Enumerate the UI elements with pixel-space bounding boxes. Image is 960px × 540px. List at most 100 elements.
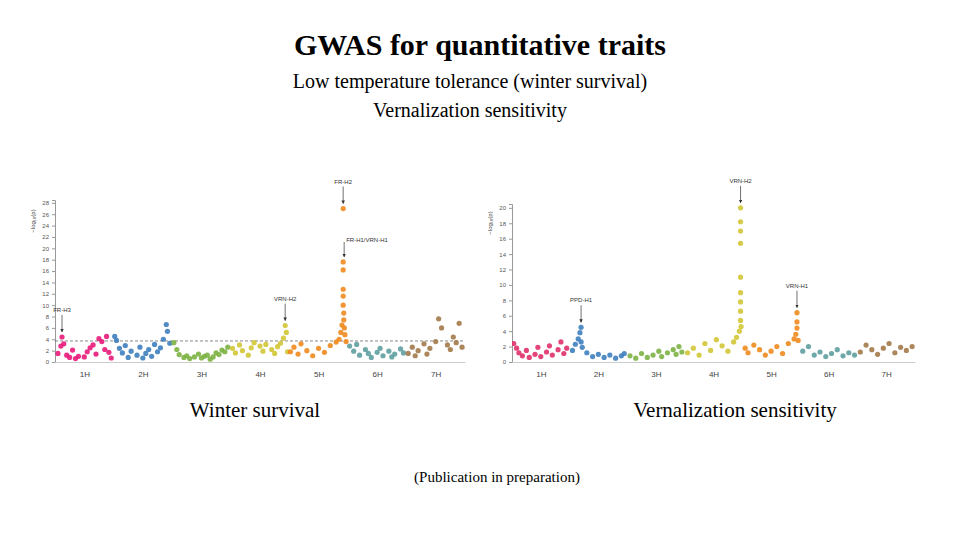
- snp-point: [257, 343, 262, 348]
- snp-point: [514, 346, 519, 351]
- snp-point: [347, 343, 352, 348]
- snp-point: [881, 346, 886, 351]
- snp-point: [351, 349, 356, 354]
- snp-point: [738, 205, 743, 210]
- y-tick: 18: [42, 257, 55, 263]
- snp-point: [650, 352, 655, 357]
- snp-point: [555, 347, 560, 352]
- y-tick: 14: [42, 280, 55, 286]
- y-tick: 2: [46, 348, 55, 354]
- snp-point: [104, 334, 109, 339]
- y-tick-mark: [52, 214, 55, 215]
- y-tick: 6: [46, 325, 55, 331]
- snp-point: [240, 348, 245, 353]
- snp-point: [249, 345, 254, 350]
- chromosome-points: [627, 344, 684, 361]
- slide-subtitle: Low temperature tolerance (winter surviv…: [293, 70, 647, 93]
- snp-point: [61, 341, 66, 346]
- y-tick-mark: [509, 316, 512, 317]
- snp-point: [535, 345, 540, 350]
- x-tick: 4H: [255, 362, 265, 379]
- snp-point: [708, 348, 713, 353]
- x-axis-line: [56, 362, 466, 363]
- snp-point: [454, 340, 459, 345]
- snp-point: [416, 348, 421, 353]
- chromosome-points: [570, 325, 627, 361]
- snp-point: [281, 336, 286, 341]
- snp-point: [357, 353, 362, 358]
- snp-point: [341, 259, 346, 264]
- y-tick-mark: [52, 271, 55, 272]
- snp-point: [392, 351, 397, 356]
- y-tick-mark: [52, 294, 55, 295]
- y-tick-mark: [52, 226, 55, 227]
- snp-point: [580, 345, 585, 350]
- annotation-label: FR-H2: [334, 179, 352, 185]
- x-axis-line: [513, 362, 916, 363]
- manhattan-plot: 02468101214161820222426281H2H3H4H5H6H7H−…: [30, 179, 466, 379]
- y-tick-label: 14: [42, 280, 49, 286]
- snp-point: [342, 332, 347, 337]
- x-tick: 1H: [536, 362, 546, 379]
- snp-point: [146, 347, 151, 352]
- snp-point: [538, 354, 543, 359]
- snp-point: [216, 352, 221, 357]
- snp-point: [570, 348, 575, 353]
- snp-point: [439, 325, 444, 330]
- y-tick: 12: [42, 291, 55, 297]
- chromosome-points: [112, 322, 172, 361]
- y-tick: 0: [503, 359, 512, 365]
- snp-point: [424, 351, 429, 356]
- slide-title: GWAS for quantitative traits: [294, 28, 666, 61]
- snp-point: [336, 337, 341, 342]
- snp-point: [341, 311, 346, 316]
- snp-point: [794, 325, 799, 330]
- snp-point: [910, 344, 915, 349]
- snp-point: [341, 287, 346, 292]
- y-tick-mark: [509, 300, 512, 301]
- y-tick-mark: [509, 347, 512, 348]
- snp-point: [584, 350, 589, 355]
- snp-point: [278, 341, 283, 346]
- annotation-arrow: [740, 186, 741, 203]
- snp-point: [829, 351, 834, 356]
- y-tick: 10: [499, 282, 512, 288]
- snp-point: [731, 339, 736, 344]
- snp-point: [714, 337, 719, 342]
- x-tick: 1H: [80, 362, 90, 379]
- snp-point: [835, 347, 840, 352]
- snp-point: [284, 330, 289, 335]
- snp-point: [898, 345, 903, 350]
- snp-point: [685, 350, 690, 355]
- snp-point: [406, 351, 411, 356]
- y-tick: 12: [499, 267, 512, 273]
- snp-point: [401, 350, 406, 355]
- y-tick-label: 22: [42, 234, 49, 240]
- plot-area: [512, 205, 915, 360]
- snp-point: [55, 351, 60, 356]
- y-tick-label: 28: [42, 200, 49, 206]
- x-tick-label: 6H: [373, 370, 383, 379]
- annotation-arrow: [344, 242, 345, 257]
- annotation-label: VRN-H1: [786, 283, 809, 289]
- y-tick: 14: [499, 252, 512, 258]
- y-tick: 16: [499, 236, 512, 242]
- chromosome-points: [171, 340, 230, 362]
- snp-point: [738, 241, 743, 246]
- snp-point: [322, 350, 327, 355]
- snp-point: [310, 353, 315, 358]
- snp-point: [158, 345, 163, 350]
- y-tick-label: 6: [46, 325, 50, 331]
- chart-caption: Winter survival: [190, 398, 321, 422]
- snp-point: [665, 350, 670, 355]
- x-tick-label: 3H: [197, 370, 207, 379]
- annotation-arrow: [62, 315, 63, 332]
- snp-point: [780, 351, 785, 356]
- x-tick-label: 3H: [651, 370, 661, 379]
- snp-point: [90, 342, 95, 347]
- chromosome-points: [800, 344, 857, 359]
- y-tick: 2: [503, 344, 512, 350]
- snp-point: [659, 354, 664, 359]
- y-tick-mark: [509, 223, 512, 224]
- y-tick-label: 4: [503, 329, 507, 335]
